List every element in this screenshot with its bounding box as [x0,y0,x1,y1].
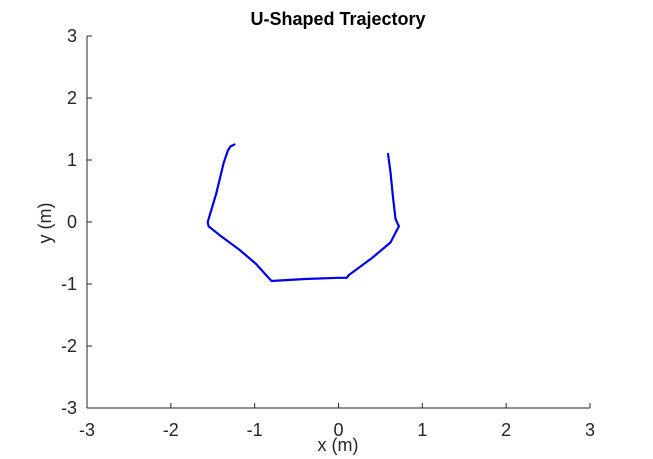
y-tick-label: 1 [67,150,77,170]
trajectory-line [206,143,400,282]
y-tick-label: 0 [67,212,77,232]
x-tick-label: 0 [333,420,343,440]
x-tick-label: -3 [79,420,95,440]
y-tick-label: -1 [61,274,77,294]
x-tick-label: -1 [247,420,263,440]
x-tick-label: -2 [163,420,179,440]
axes [86,36,590,409]
y-tick-label: 3 [67,26,77,46]
x-tick-label: 2 [501,420,511,440]
y-axis-ticks: -3 -2 -1 0 1 2 3 [61,26,92,418]
x-tick-label: 3 [585,420,595,440]
x-axis-label: x (m) [318,435,359,455]
chart-title: U-Shaped Trajectory [250,9,425,29]
x-tick-label: 1 [417,420,427,440]
y-tick-label: -2 [61,336,77,356]
y-tick-label: -3 [61,398,77,418]
y-tick-label: 2 [67,88,77,108]
series-layer [206,143,400,282]
x-axis-ticks: -3 -2 -1 0 1 2 3 [79,403,595,440]
y-axis-label: y (m) [35,203,55,244]
